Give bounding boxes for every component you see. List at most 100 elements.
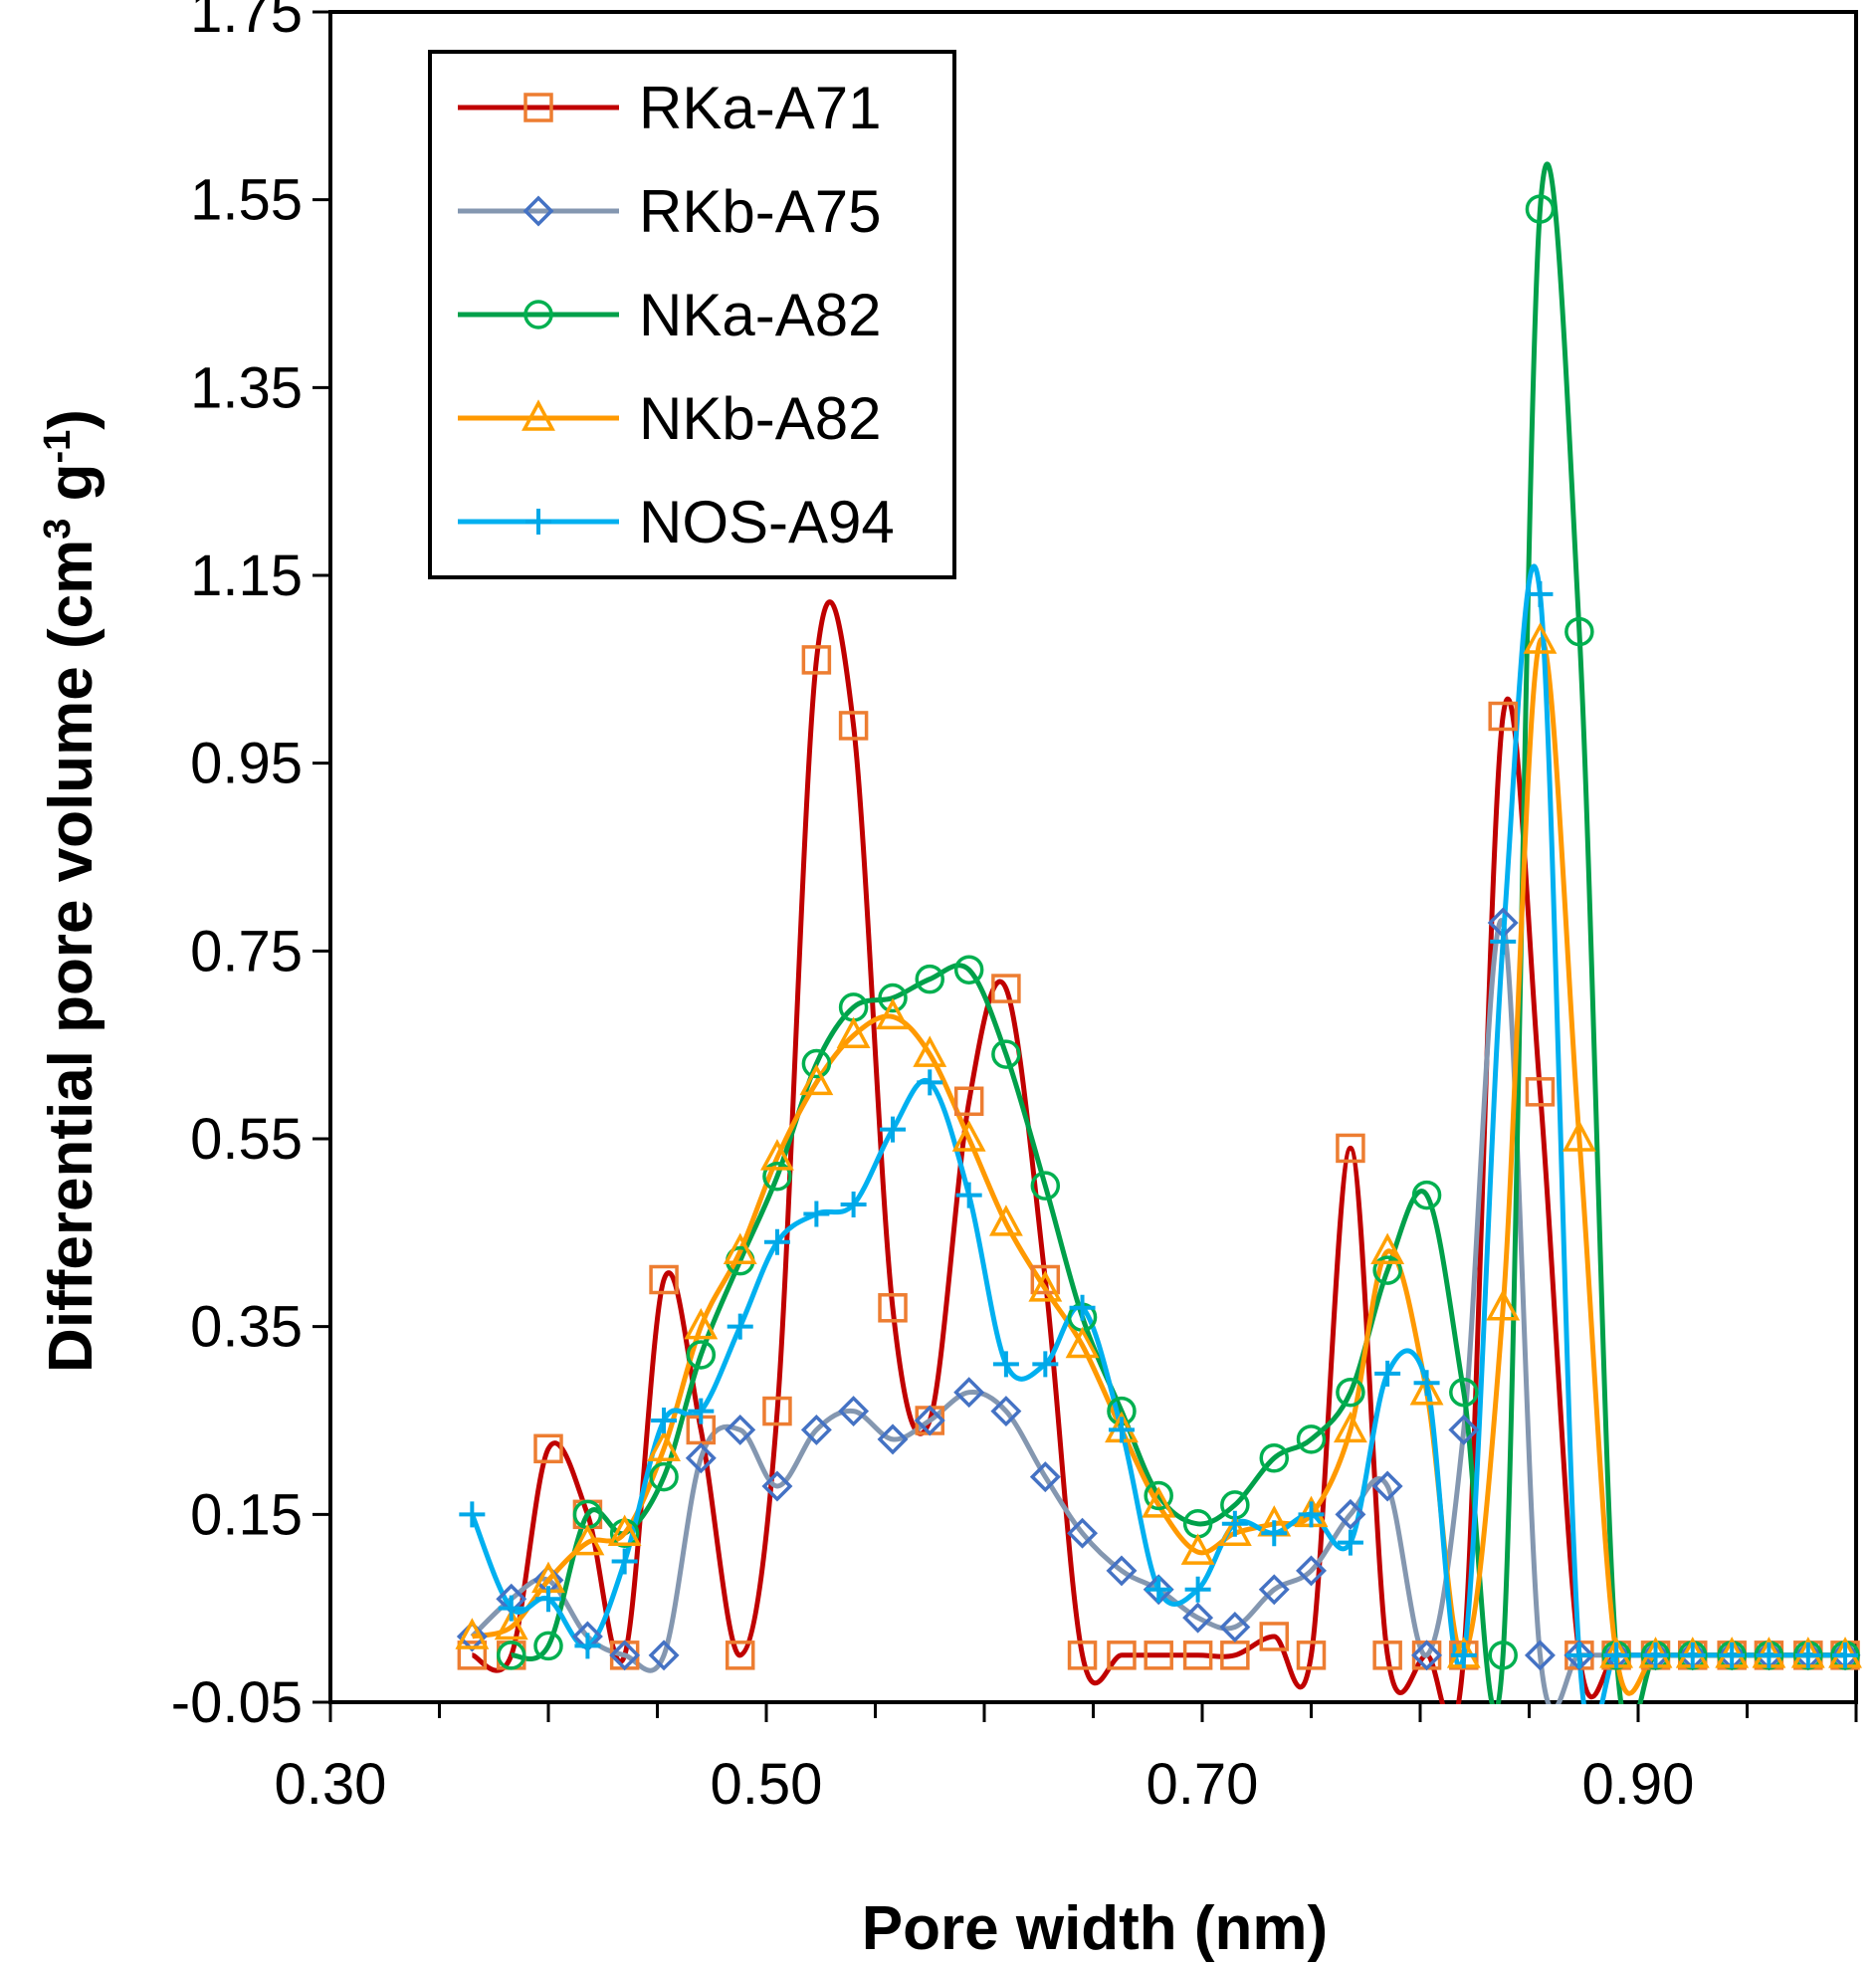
data-point-nos-a94: [1679, 1641, 1706, 1668]
data-point-nos-a94: [803, 1201, 830, 1227]
x-tick-label: 0.70: [1146, 1752, 1259, 1817]
data-point-rkb-a75: [990, 1396, 1022, 1427]
y-tick-label: 0.35: [190, 1295, 303, 1360]
data-point-nkb-a82: [988, 1204, 1023, 1236]
data-point-rka-a71: [953, 1086, 984, 1117]
data-point-nka-a82: [1336, 1377, 1365, 1408]
data-point-rkb-a75: [1067, 1517, 1099, 1549]
data-point-nos-a94: [535, 1586, 561, 1613]
data-point-rkb-a75: [1448, 1414, 1480, 1445]
data-point-rkb-a75: [800, 1414, 832, 1445]
data-point-nos-a94: [1413, 1370, 1440, 1397]
data-point-nkb-a82: [799, 1063, 834, 1096]
y-tick-label: 1.55: [190, 168, 303, 233]
data-point-nos-a94: [1146, 1576, 1172, 1603]
legend-marker-nos-a94: [525, 509, 551, 535]
data-point-nkb-a82: [1028, 1270, 1063, 1302]
data-point-nka-a82: [915, 964, 944, 994]
data-point-rkb-a75: [648, 1640, 680, 1671]
data-point-nkb-a82: [1217, 1514, 1252, 1546]
data-point-nkb-a82: [1180, 1533, 1215, 1565]
data-point-nos-a94: [651, 1408, 678, 1433]
data-point-nkb-a82: [494, 1608, 528, 1640]
legend-marker-nka-a82: [523, 300, 553, 329]
data-point-nka-a82: [649, 1461, 679, 1492]
data-point-nos-a94: [1374, 1360, 1401, 1387]
data-point-rka-a71: [878, 1293, 908, 1323]
data-point-rkb-a75: [1371, 1470, 1403, 1502]
data-point-nos-a94: [1832, 1641, 1859, 1668]
data-point-nka-a82: [686, 1340, 717, 1370]
y-tick-label: 1.15: [190, 544, 303, 608]
data-point-nos-a94: [840, 1192, 867, 1218]
data-point-rkb-a75: [953, 1377, 985, 1409]
data-point-nka-a82: [497, 1640, 526, 1670]
data-point-nos-a94: [1450, 1641, 1477, 1668]
y-axis-title-main: Differential pore volume (cm: [37, 540, 105, 1373]
data-point-nos-a94: [1565, 1641, 1592, 1668]
data-point-nos-a94: [727, 1313, 753, 1340]
data-point-nkb-a82: [1333, 1411, 1367, 1443]
data-point-rka-a71: [1372, 1640, 1402, 1670]
y-axis-title: Differential pore volume (cm3 g-1): [37, 409, 105, 1373]
data-point-rka-a71: [1336, 1133, 1365, 1164]
data-point-nos-a94: [1642, 1641, 1669, 1668]
data-point-nkb-a82: [455, 1618, 490, 1649]
data-point-rkb-a75: [456, 1621, 488, 1652]
legend-label-nos-a94: NOS-A94: [639, 489, 895, 555]
y-axis-title-end: ): [37, 409, 105, 430]
data-point-rkb-a75: [838, 1396, 870, 1427]
series-line-rkb-a75: [470, 918, 1846, 1704]
data-point-nkb-a82: [836, 1016, 871, 1048]
legend-label-nka-a82: NKa-A82: [639, 282, 881, 348]
x-tick-label: 0.50: [711, 1752, 823, 1817]
data-point-rkb-a75: [1029, 1461, 1061, 1493]
data-point-rka-a71: [1144, 1640, 1173, 1670]
data-point-rkb-a75: [609, 1640, 641, 1671]
x-axis-title: Pore width (nm): [862, 1894, 1328, 1963]
data-point-nos-a94: [992, 1351, 1019, 1378]
data-point-nos-a94: [1298, 1501, 1325, 1528]
data-point-rka-a71: [1182, 1640, 1213, 1670]
data-point-nos-a94: [1032, 1351, 1059, 1378]
marker-layer: [455, 194, 1862, 1671]
data-point-nka-a82: [1525, 194, 1556, 224]
data-point-rka-a71: [801, 645, 832, 675]
data-point-nka-a82: [1144, 1480, 1173, 1511]
series-line-nka-a82: [511, 161, 1846, 1704]
data-point-rka-a71: [838, 711, 869, 741]
data-point-rkb-a75: [1411, 1640, 1443, 1671]
data-point-nos-a94: [1221, 1510, 1248, 1537]
data-point-nkb-a82: [1142, 1486, 1176, 1518]
data-point-nos-a94: [763, 1228, 790, 1255]
data-point-rkb-a75: [685, 1442, 717, 1474]
axes: -0.05 0.15 0.35 0.55 0.75 0.95 1.15 1.35 1.55 1.7…: [171, 0, 1858, 1817]
legend-label-rka-a71: RKa-A71: [639, 75, 881, 141]
data-point-rka-a71: [1107, 1640, 1137, 1670]
data-point-rka-a71: [533, 1433, 563, 1464]
data-point-nka-a82: [1259, 1442, 1290, 1473]
data-point-rkb-a75: [725, 1414, 756, 1445]
data-point-nos-a94: [1490, 928, 1517, 955]
data-point-nka-a82: [1372, 1255, 1402, 1285]
data-point-rka-a71: [725, 1640, 755, 1670]
data-point-rkb-a75: [1182, 1602, 1214, 1634]
data-point-rkb-a75: [1296, 1555, 1327, 1587]
data-point-rkb-a75: [1524, 1640, 1556, 1671]
data-point-rkb-a75: [761, 1470, 793, 1502]
data-point-nos-a94: [1719, 1641, 1746, 1668]
data-point-nka-a82: [1564, 616, 1594, 647]
data-point-nkb-a82: [1523, 622, 1558, 654]
data-point-nkb-a82: [1065, 1326, 1100, 1359]
data-point-nka-a82: [878, 983, 908, 1013]
data-point-nka-a82: [953, 955, 984, 984]
data-point-rkb-a75: [914, 1405, 945, 1436]
data-point-rka-a71: [762, 1396, 792, 1426]
data-point-nos-a94: [1794, 1641, 1821, 1668]
data-point-nka-a82: [1411, 1180, 1442, 1210]
data-point-rka-a71: [457, 1640, 488, 1670]
data-point-nkb-a82: [647, 1429, 681, 1462]
data-point-nkb-a82: [570, 1523, 605, 1556]
data-point-nos-a94: [1527, 580, 1554, 607]
data-point-nka-a82: [1030, 1171, 1061, 1201]
